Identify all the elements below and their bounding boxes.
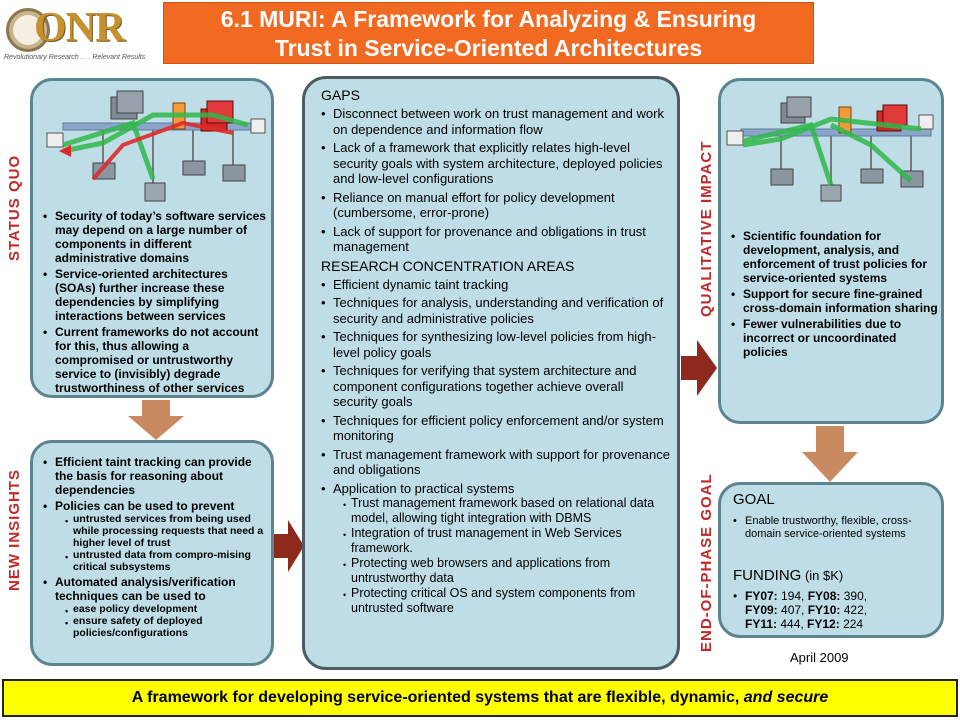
right-arrow-icon bbox=[681, 340, 717, 396]
list-item: Fewer vulnerabilities due to incorrect o… bbox=[731, 317, 943, 359]
list-item: Techniques for efficient policy enforcem… bbox=[321, 413, 671, 444]
gaps-list: Disconnect between work on trust managem… bbox=[321, 106, 671, 255]
sub-item: Trust management framework based on rela… bbox=[343, 496, 671, 526]
goal-list: Enable trustworthy, flexible, cross-doma… bbox=[733, 515, 939, 541]
network-diagram bbox=[726, 96, 934, 202]
research-heading: RESEARCH CONCENTRATION AREAS bbox=[321, 257, 575, 274]
funding-item: FY07: 194, FY08: 390, FY09: 407, FY10: 4… bbox=[733, 589, 939, 631]
goal-panel: GOAL Enable trustworthy, flexible, cross… bbox=[718, 482, 944, 638]
list-item: Disconnect between work on trust managem… bbox=[321, 106, 671, 137]
sub-item: ensure safety of deployed policies/confi… bbox=[65, 615, 271, 639]
status-quo-list: Security of today’s software services ma… bbox=[43, 209, 271, 397]
status-quo-panel: Security of today’s software services ma… bbox=[30, 78, 274, 398]
list-item: Techniques for verifying that system arc… bbox=[321, 363, 671, 410]
list-item: Automated analysis/verification techniqu… bbox=[43, 575, 271, 639]
status-quo-label: STATUS QUO bbox=[6, 154, 23, 261]
new-insights-list: Efficient taint tracking can provide the… bbox=[43, 455, 271, 641]
list-item: Application to practical systems Trust m… bbox=[321, 481, 671, 617]
list-item: Reliance on manual effort for policy dev… bbox=[321, 190, 671, 221]
sub-item: ease policy development bbox=[65, 603, 271, 617]
list-item: Efficient taint tracking can provide the… bbox=[43, 455, 271, 497]
new-insights-label: NEW INSIGHTS bbox=[6, 469, 23, 592]
seal-icon bbox=[6, 8, 50, 52]
down-arrow-icon bbox=[128, 400, 184, 440]
sub-item: Integration of trust management in Web S… bbox=[343, 526, 671, 556]
list-item: Security of today’s software services ma… bbox=[43, 209, 271, 265]
right-arrow-icon bbox=[274, 520, 304, 572]
sub-item: untrusted data from compro-mising critic… bbox=[65, 549, 271, 573]
funding-list: FY07: 194, FY08: 390, FY09: 407, FY10: 4… bbox=[733, 589, 939, 631]
list-item: Lack of support for provenance and oblig… bbox=[321, 224, 671, 255]
footer-emphasis: and secure bbox=[743, 689, 829, 706]
footer-text: A framework for developing service-orien… bbox=[131, 689, 744, 706]
network-diagram bbox=[46, 90, 266, 202]
server-icon bbox=[780, 96, 812, 124]
list-item: Trust management framework with support … bbox=[321, 447, 671, 478]
funding-heading: FUNDING (in $K) bbox=[733, 567, 844, 584]
logo-wordmark: ONR bbox=[34, 5, 125, 51]
list-item: Techniques for analysis, understanding a… bbox=[321, 295, 671, 326]
list-item: Support for secure fine-grained cross-do… bbox=[731, 287, 943, 315]
date-label: April 2009 bbox=[790, 650, 849, 665]
page-title: 6.1 MURI: A Framework for Analyzing & En… bbox=[163, 2, 814, 64]
sub-item: untrusted services from being used while… bbox=[65, 513, 271, 549]
sub-item: Protecting critical OS and system compon… bbox=[343, 586, 671, 616]
list-item: Techniques for synthesizing low-level po… bbox=[321, 329, 671, 360]
gaps-heading: GAPS bbox=[321, 87, 360, 103]
list-item: Policies can be used to prevent untruste… bbox=[43, 499, 271, 573]
title-line-2: Trust in Service-Oriented Architectures bbox=[274, 35, 703, 61]
qualitative-impact-label: QUALITATIVE IMPACT bbox=[698, 140, 715, 318]
new-insights-panel: Efficient taint tracking can provide the… bbox=[30, 440, 274, 666]
gaps-research-panel: GAPS Disconnect between work on trust ma… bbox=[302, 76, 680, 670]
research-list: Efficient dynamic taint tracking Techniq… bbox=[321, 277, 671, 617]
goal-heading: GOAL bbox=[733, 491, 775, 508]
list-item: Enable trustworthy, flexible, cross-doma… bbox=[733, 515, 939, 541]
list-item: Efficient dynamic taint tracking bbox=[321, 277, 671, 293]
end-of-phase-goal-label: END-OF-PHASE GOAL bbox=[698, 473, 715, 652]
title-line-1: 6.1 MURI: A Framework for Analyzing & En… bbox=[220, 6, 757, 32]
footer-banner: A framework for developing service-orien… bbox=[2, 679, 958, 717]
logo-tagline: Revolutionary Research . . . Relevant Re… bbox=[4, 54, 146, 61]
sub-item: Protecting web browsers and applications… bbox=[343, 556, 671, 586]
list-item: Lack of a framework that explicitly rela… bbox=[321, 140, 671, 187]
impact-list: Scientific foundation for development, a… bbox=[731, 229, 943, 361]
list-item: Scientific foundation for development, a… bbox=[731, 229, 943, 285]
server-icon bbox=[110, 90, 144, 120]
onr-logo: ONR Revolutionary Research . . . Relevan… bbox=[4, 4, 145, 66]
list-item: Service-oriented architectures (SOAs) fu… bbox=[43, 267, 271, 323]
down-arrow-icon bbox=[802, 426, 858, 482]
list-item: Current frameworks do not account for th… bbox=[43, 325, 271, 395]
qualitative-impact-panel: Scientific foundation for development, a… bbox=[718, 78, 944, 424]
